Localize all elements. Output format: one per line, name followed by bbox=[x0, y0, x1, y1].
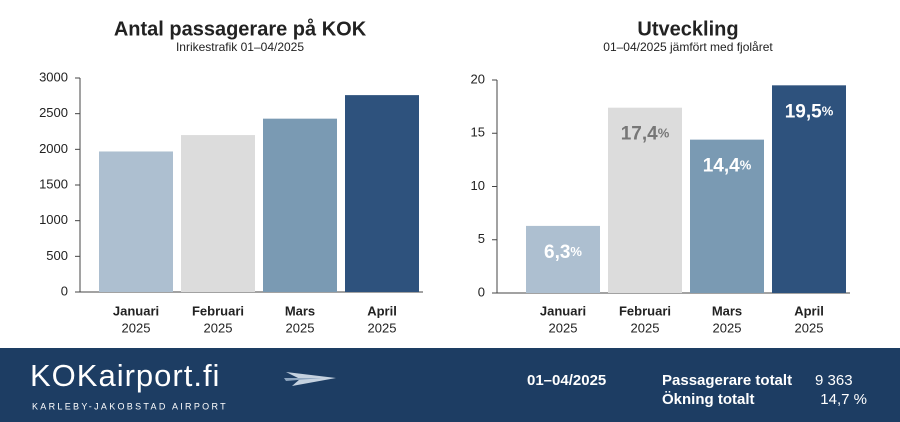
plane-icon bbox=[284, 372, 336, 386]
x-tick-sublabel: 2025 bbox=[286, 320, 315, 335]
x-tick-sublabel: 2025 bbox=[713, 320, 742, 335]
bar bbox=[263, 118, 337, 292]
x-tick-label: April bbox=[367, 303, 397, 318]
bar bbox=[690, 139, 764, 293]
y-tick-label: 0 bbox=[61, 283, 68, 298]
bar bbox=[181, 135, 255, 292]
bar bbox=[99, 151, 173, 292]
y-tick-label: 1000 bbox=[39, 212, 68, 227]
value-label: 14,4% bbox=[703, 156, 752, 177]
x-tick-sublabel: 2025 bbox=[795, 320, 824, 335]
bar bbox=[345, 95, 419, 293]
total-value: 9 363 bbox=[815, 372, 853, 389]
y-tick-label: 10 bbox=[471, 178, 485, 193]
y-tick-label: 15 bbox=[471, 125, 485, 140]
chart-subtitle: Inrikestrafik 01–04/2025 bbox=[176, 40, 304, 54]
y-tick-label: 20 bbox=[471, 71, 485, 86]
y-tick-label: 2500 bbox=[39, 105, 68, 120]
y-tick-label: 0 bbox=[478, 284, 485, 299]
bar bbox=[526, 225, 600, 293]
period: 01–04/2025 bbox=[527, 372, 606, 389]
x-tick-sublabel: 2025 bbox=[549, 320, 578, 335]
value-label: 19,5% bbox=[785, 101, 834, 122]
value-label: 6,3% bbox=[544, 242, 582, 263]
bar bbox=[608, 107, 682, 293]
y-tick-label: 1500 bbox=[39, 176, 68, 191]
bar bbox=[772, 85, 846, 293]
logo: KOKairport.fi bbox=[30, 358, 220, 393]
x-tick-label: Februari bbox=[619, 303, 671, 318]
x-tick-label: April bbox=[794, 303, 824, 318]
growth-value: 14,7 % bbox=[820, 391, 867, 408]
growth-label: Ökning totalt bbox=[662, 391, 755, 408]
y-tick-label: 3000 bbox=[39, 69, 68, 84]
y-tick-label: 500 bbox=[46, 248, 68, 263]
x-tick-sublabel: 2025 bbox=[122, 320, 151, 335]
value-label: 17,4% bbox=[621, 124, 670, 145]
chart-subtitle: 01–04/2025 jämfört med fjolåret bbox=[603, 40, 773, 54]
x-tick-sublabel: 2025 bbox=[204, 320, 233, 335]
y-tick-label: 5 bbox=[478, 231, 485, 246]
x-tick-sublabel: 2025 bbox=[368, 320, 397, 335]
x-tick-label: Januari bbox=[540, 303, 586, 318]
footer-band bbox=[0, 348, 900, 422]
chart-title: Antal passagerare på KOK bbox=[114, 17, 367, 40]
chart-title: Utveckling bbox=[637, 18, 738, 40]
y-tick-label: 2000 bbox=[39, 141, 68, 156]
x-tick-label: Mars bbox=[285, 303, 315, 318]
x-tick-sublabel: 2025 bbox=[631, 320, 660, 335]
x-tick-label: Februari bbox=[192, 303, 244, 318]
total-label: Passagerare totalt bbox=[662, 372, 792, 389]
x-tick-label: Januari bbox=[113, 303, 159, 318]
tagline: KARLEBY-JAKOBSTAD AIRPORT bbox=[32, 401, 228, 411]
x-tick-label: Mars bbox=[712, 303, 742, 318]
